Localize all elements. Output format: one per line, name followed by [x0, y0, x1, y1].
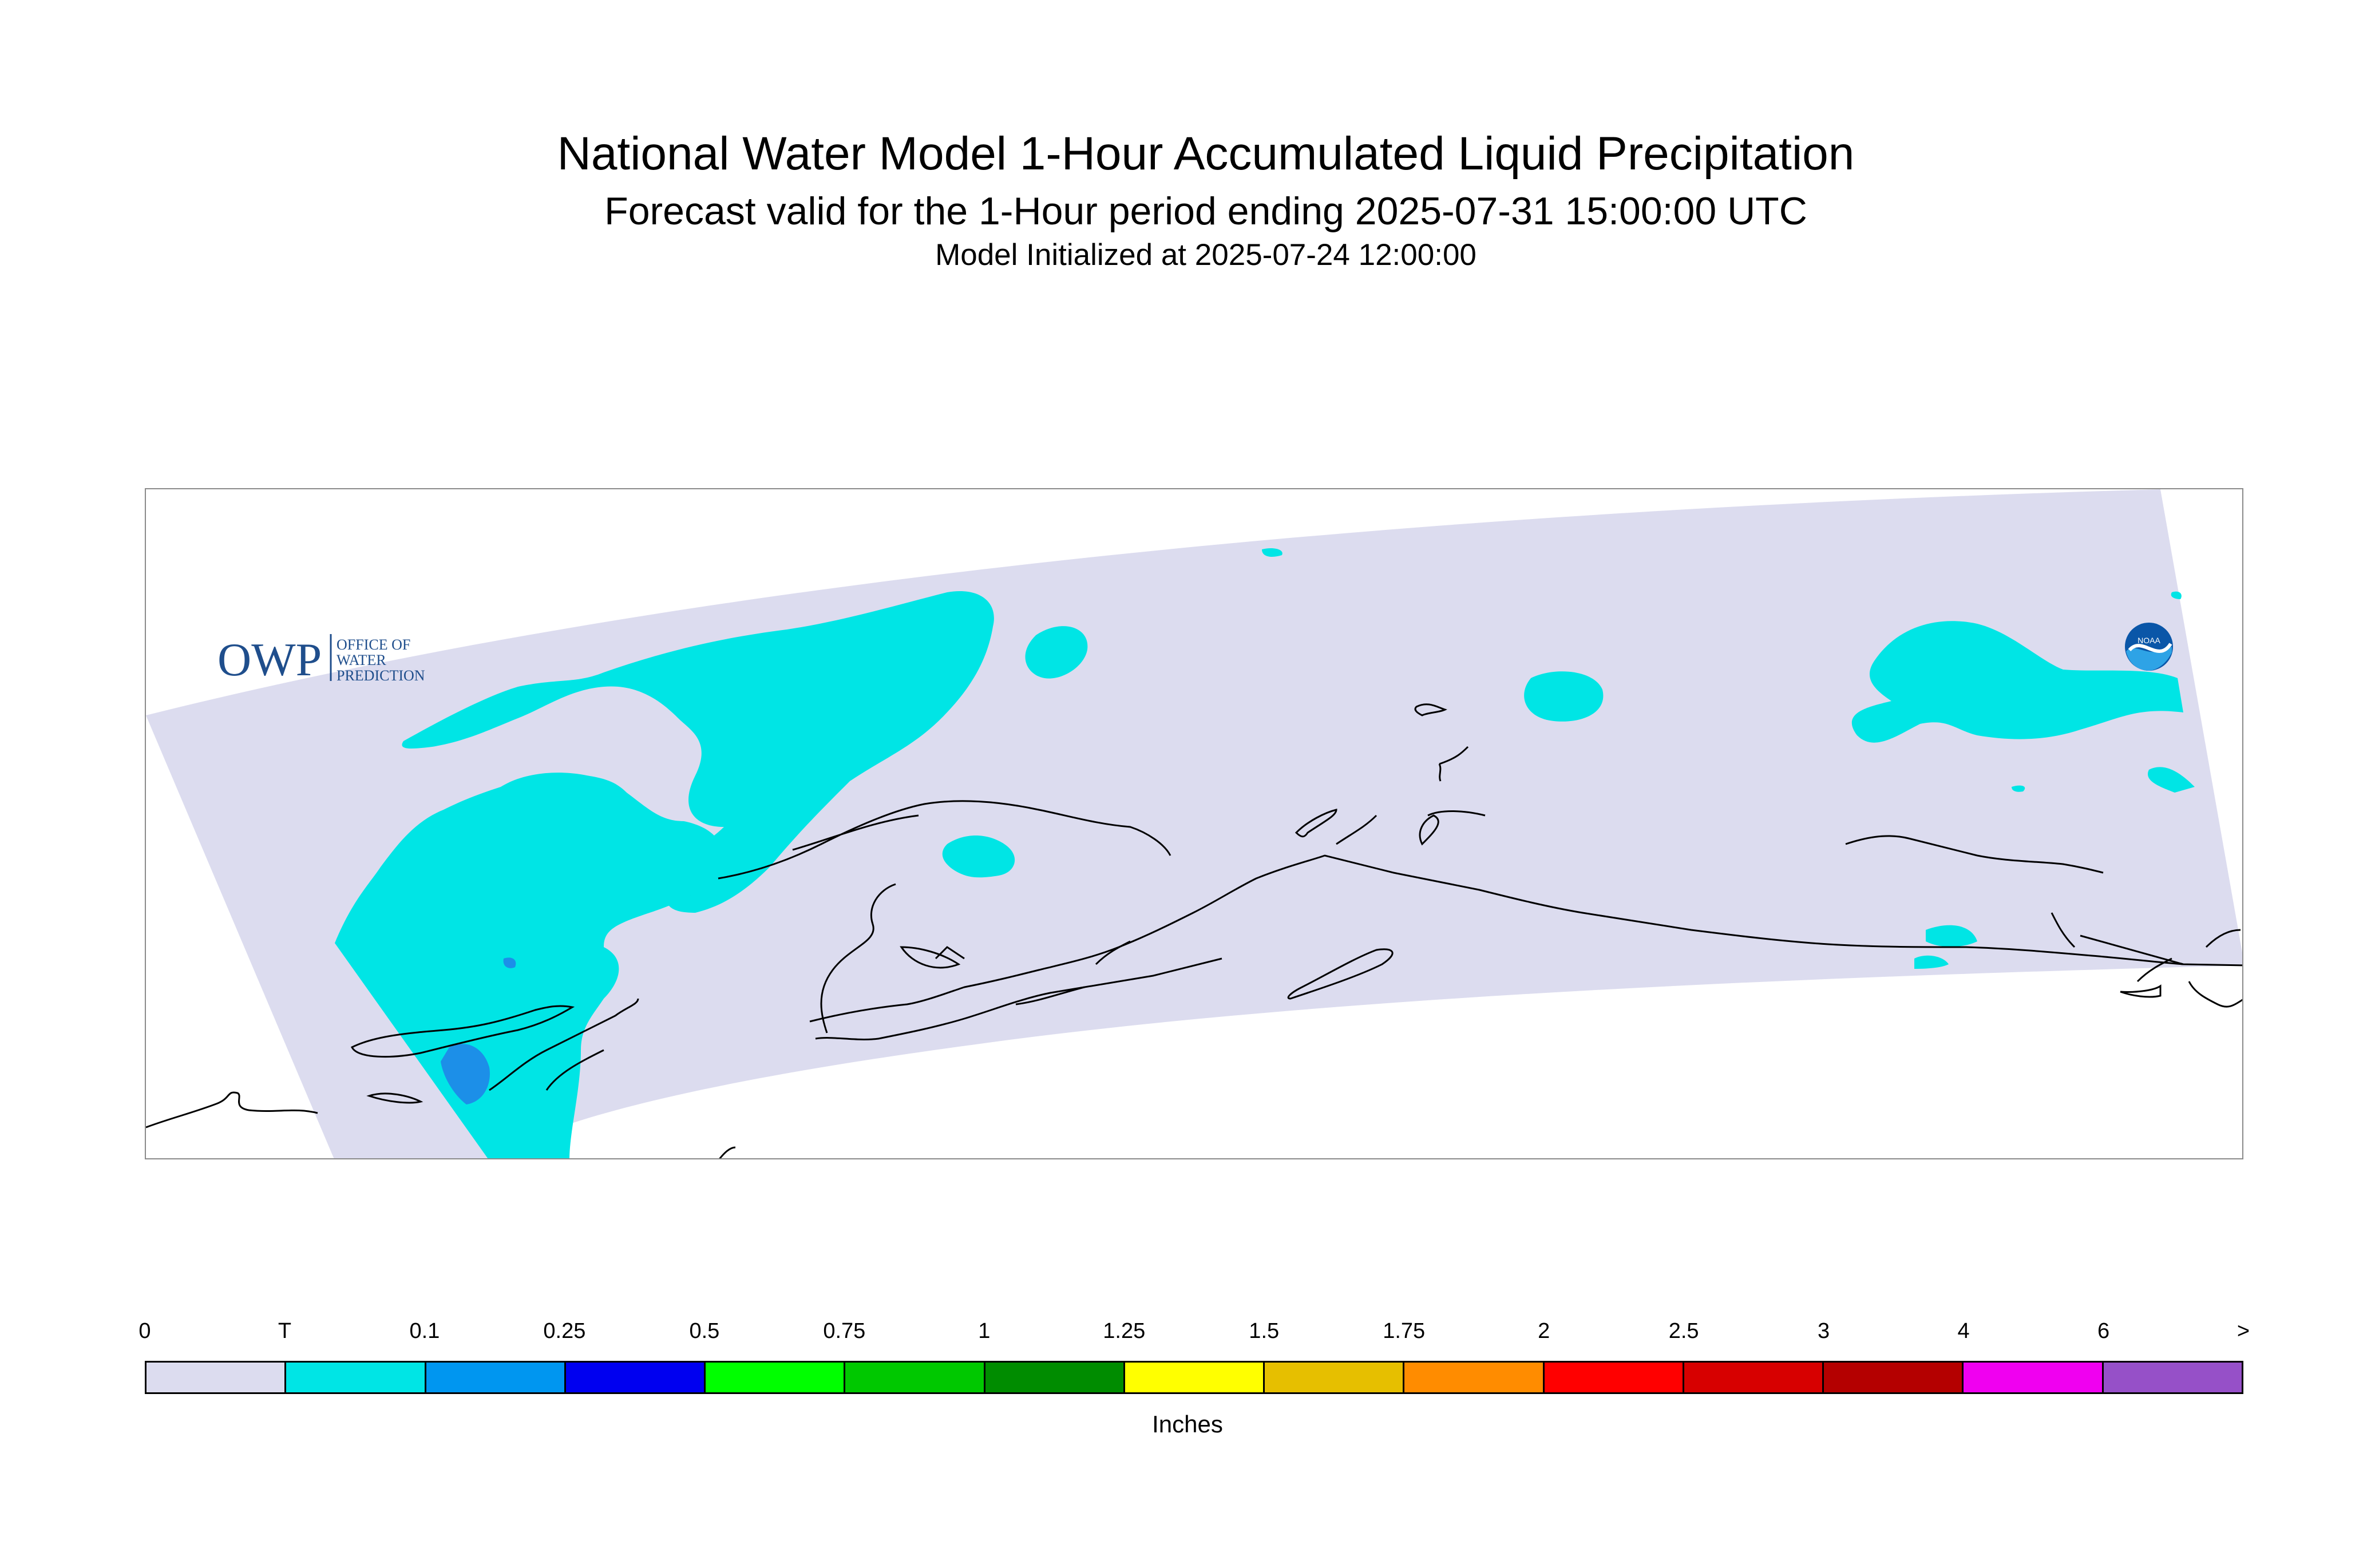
legend-swatch-1: [286, 1363, 426, 1392]
coastline: [146, 703, 2242, 1158]
legend-tick-14: 6: [2097, 1319, 2110, 1343]
noaa-bird: [2128, 643, 2172, 653]
legend-swatch-4: [706, 1363, 846, 1392]
legend-tick-4: 0.5: [689, 1319, 720, 1343]
legend-tick-12: 3: [1818, 1319, 1830, 1343]
owp-logo-icon: OWP OFFICE OF WATER PREDICTION: [217, 633, 425, 686]
legend-swatch-2: [426, 1363, 566, 1392]
legend-tick-2: 0.1: [409, 1319, 440, 1343]
legend-swatch-8: [1265, 1363, 1405, 1392]
owp-line3: PREDICTION: [337, 667, 425, 684]
legend-tick-0: 0: [138, 1319, 151, 1343]
legend-tick-11: 2.5: [1668, 1319, 1699, 1343]
legend-color-bar: [145, 1361, 2243, 1394]
legend-swatch-14: [2103, 1363, 2242, 1392]
legend-swatch-12: [1824, 1363, 1964, 1392]
legend-tick-5: 0.75: [823, 1319, 866, 1343]
trace-precip-areas: [335, 548, 2195, 1158]
legend-units: Inches: [1152, 1411, 1223, 1438]
legend-tick-8: 1.5: [1249, 1319, 1280, 1343]
owp-mark: OWP: [217, 633, 322, 686]
legend-swatch-5: [845, 1363, 985, 1392]
noaa-wordmark: NOAA: [2138, 636, 2160, 645]
map-canvas: [146, 489, 2242, 1158]
precipitation-map: [145, 488, 2243, 1159]
owp-line1: OFFICE OF: [337, 636, 410, 653]
legend-tick-1: T: [278, 1319, 292, 1343]
map-title: National Water Model 1-Hour Accumulated …: [557, 128, 1855, 180]
legend-tick-7: 1.25: [1103, 1319, 1146, 1343]
legend-swatch-3: [565, 1363, 706, 1392]
noaa-logo-icon: NOAA: [2125, 623, 2173, 671]
noaa-logo: NOAA: [1976, 618, 2216, 690]
legend-swatch-11: [1684, 1363, 1824, 1392]
legend-tick-15: >: [2237, 1319, 2250, 1343]
owp-logo: OWP OFFICE OF WATER PREDICTION: [74, 624, 441, 690]
legend-swatch-6: [985, 1363, 1125, 1392]
legend-swatch-9: [1404, 1363, 1545, 1392]
legend-tick-6: 1: [978, 1319, 991, 1343]
legend-swatch-0: [147, 1363, 287, 1392]
legend-tick-3: 0.25: [543, 1319, 586, 1343]
light-precip-areas: [441, 957, 516, 1104]
legend-swatch-10: [1544, 1363, 1684, 1392]
legend-swatch-13: [1964, 1363, 2104, 1392]
legend-tick-9: 1.75: [1383, 1319, 1426, 1343]
model-init-line: Model Initialized at 2025-07-24 12:00:00: [935, 238, 1477, 272]
legend-swatch-7: [1125, 1363, 1265, 1392]
map-subtitle: Forecast valid for the 1-Hour period end…: [604, 189, 1807, 233]
legend-tick-13: 4: [1957, 1319, 1970, 1343]
legend-tick-10: 2: [1538, 1319, 1550, 1343]
owp-line2: WATER: [337, 652, 386, 668]
